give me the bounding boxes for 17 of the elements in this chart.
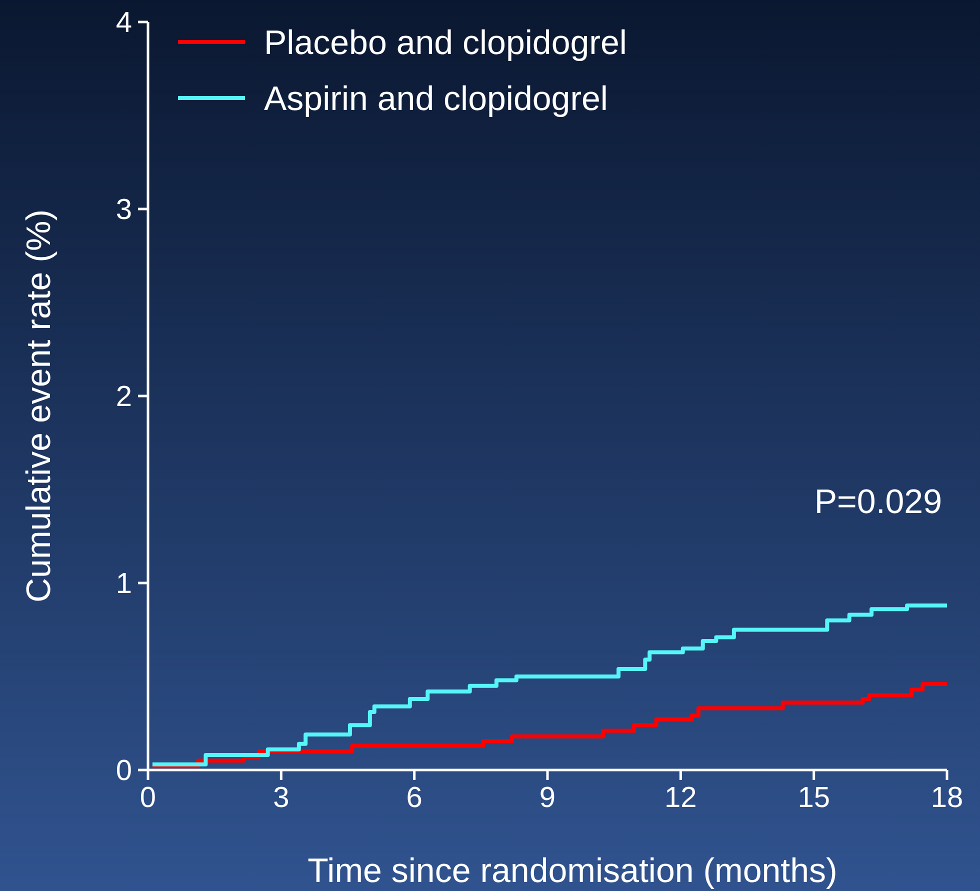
x-tick-label: 3 xyxy=(273,782,290,814)
legend-label: Aspirin and clopidogrel xyxy=(264,80,608,118)
legend-label: Placebo and clopidogrel xyxy=(264,24,627,62)
y-tick-label: 0 xyxy=(116,755,132,787)
y-tick-label: 4 xyxy=(116,7,132,39)
x-tick-label: 6 xyxy=(406,782,422,814)
y-tick-label: 3 xyxy=(116,194,132,226)
x-tick-label: 0 xyxy=(140,782,156,814)
y-tick-label: 2 xyxy=(116,381,132,413)
y-axis-title: Cumulative event rate (%) xyxy=(20,209,58,603)
annotation: P=0.029 xyxy=(814,483,942,521)
x-axis-title: Time since randomisation (months) xyxy=(308,852,838,890)
x-tick-label: 15 xyxy=(798,782,830,814)
x-tick-label: 12 xyxy=(664,782,697,814)
x-tick-label: 18 xyxy=(930,782,964,814)
x-tick-label: 9 xyxy=(539,782,556,814)
y-tick-label: 1 xyxy=(116,568,132,600)
